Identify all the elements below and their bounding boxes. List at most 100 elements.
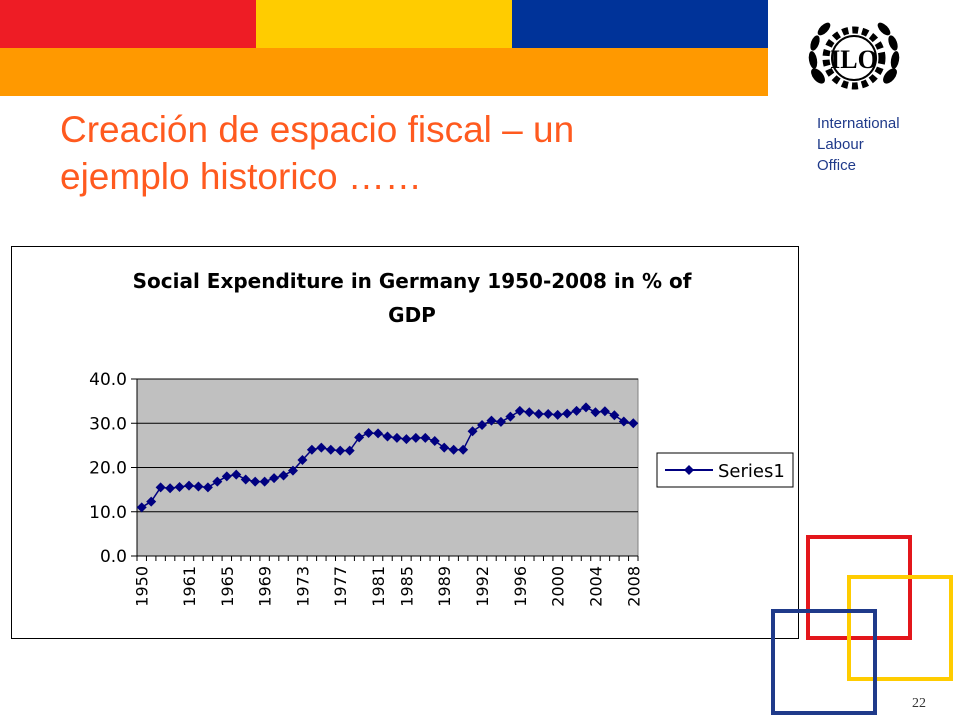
data-point [221, 471, 232, 482]
plot-area: 0.0 10.0 20.0 30.0 40.0 1950 1961 1965 1969 1973 1… [89, 370, 643, 607]
x-tick-label: 2000 [549, 566, 568, 607]
data-point [335, 445, 346, 456]
x-tick-label: 1985 [397, 566, 416, 607]
chart-title-line2: GDP [388, 303, 436, 327]
data-point [174, 481, 185, 492]
data-point [590, 407, 601, 418]
data-point [202, 482, 213, 493]
x-tick-label: 1965 [218, 566, 237, 607]
data-point [581, 402, 592, 413]
x-tick-label: 1981 [369, 566, 388, 607]
data-point [599, 406, 610, 417]
data-point [514, 405, 525, 416]
data-point [524, 407, 535, 418]
data-point [306, 444, 317, 455]
org-name-line1: International [817, 115, 900, 132]
data-point [155, 482, 166, 493]
data-point [533, 408, 544, 419]
x-tick-label: 1969 [256, 566, 275, 607]
slide-title: Creación de espacio fiscal – un ejemplo … [60, 106, 760, 200]
data-point [543, 408, 554, 419]
data-point [240, 474, 251, 485]
data-point [420, 432, 431, 443]
data-point [231, 469, 242, 480]
data-point [250, 476, 261, 487]
slide-title-line1: Creación de espacio fiscal – un [60, 109, 575, 150]
data-point [344, 445, 355, 456]
y-tick-label: 20.0 [89, 459, 127, 479]
page-number: 22 [912, 696, 926, 711]
data-point [373, 428, 384, 439]
legend: Series1 [656, 452, 794, 488]
data-point [458, 444, 469, 455]
data-point [410, 432, 421, 443]
y-tick-label: 10.0 [89, 503, 127, 523]
org-name-line2: Labour [817, 136, 864, 153]
x-tick-label: 1996 [511, 566, 530, 607]
data-point [269, 473, 280, 484]
band-blue [512, 0, 768, 48]
data-point [609, 410, 620, 421]
data-point [316, 442, 327, 453]
data-point [136, 502, 147, 513]
decorative-square-blue [771, 609, 877, 715]
x-tick-label: 1989 [435, 566, 454, 607]
y-tick-label: 30.0 [89, 414, 127, 434]
data-point [287, 465, 298, 476]
data-point [212, 476, 223, 487]
data-point [505, 411, 516, 422]
gear-icon [822, 26, 886, 90]
data-point [429, 435, 440, 446]
legend-marker-icon [684, 465, 694, 475]
laurel-wreath-icon [808, 22, 900, 84]
data-point [618, 416, 629, 427]
data-point [391, 432, 402, 443]
data-point [259, 476, 270, 487]
decorative-square-yellow [847, 575, 953, 681]
band-yellow [256, 0, 512, 48]
data-point [183, 480, 194, 491]
x-tick-label: 1961 [180, 566, 199, 607]
data-point [477, 420, 488, 431]
data-point [354, 432, 365, 443]
data-point [467, 426, 478, 437]
data-point [165, 483, 176, 494]
chart-frame: Social Expenditure in Germany 1950-2008 … [11, 246, 799, 639]
x-tick-label: 1973 [293, 566, 312, 607]
slide-title-line2: ejemplo historico …… [60, 156, 422, 197]
y-tick-label: 40.0 [89, 370, 127, 390]
data-point [439, 442, 450, 453]
data-point [571, 405, 582, 416]
ilo-logo: ILO [808, 22, 900, 90]
decorative-square-red [806, 535, 912, 640]
band-red [0, 0, 256, 48]
legend-box [656, 452, 794, 488]
x-tick-label: 1977 [331, 566, 350, 607]
legend-label: Series1 [718, 461, 785, 482]
org-name: International Labour Office [817, 113, 900, 176]
y-tick-label: 0.0 [100, 547, 127, 567]
data-point [325, 444, 336, 455]
data-point [552, 409, 563, 420]
logo-text: ILO [830, 45, 878, 74]
data-point [146, 496, 157, 507]
data-point [628, 418, 639, 429]
data-point [297, 454, 308, 465]
x-tick-label: 2004 [586, 566, 605, 607]
data-point [448, 444, 459, 455]
data-point [363, 427, 374, 438]
org-name-line3: Office [817, 157, 856, 174]
data-point [562, 408, 573, 419]
chart-title-line1: Social Expenditure in Germany 1950-2008 … [133, 269, 692, 293]
x-tick-label: 2008 [624, 566, 643, 607]
data-point [193, 481, 204, 492]
data-point [278, 470, 289, 481]
x-tick-label: 1992 [473, 566, 492, 607]
x-tick-label: 1950 [133, 566, 152, 607]
data-point [401, 434, 412, 445]
line-chart: Social Expenditure in Germany 1950-2008 … [89, 269, 794, 607]
band-orange [0, 48, 768, 96]
data-point [382, 431, 393, 442]
data-point [486, 415, 497, 426]
data-point [495, 416, 506, 427]
